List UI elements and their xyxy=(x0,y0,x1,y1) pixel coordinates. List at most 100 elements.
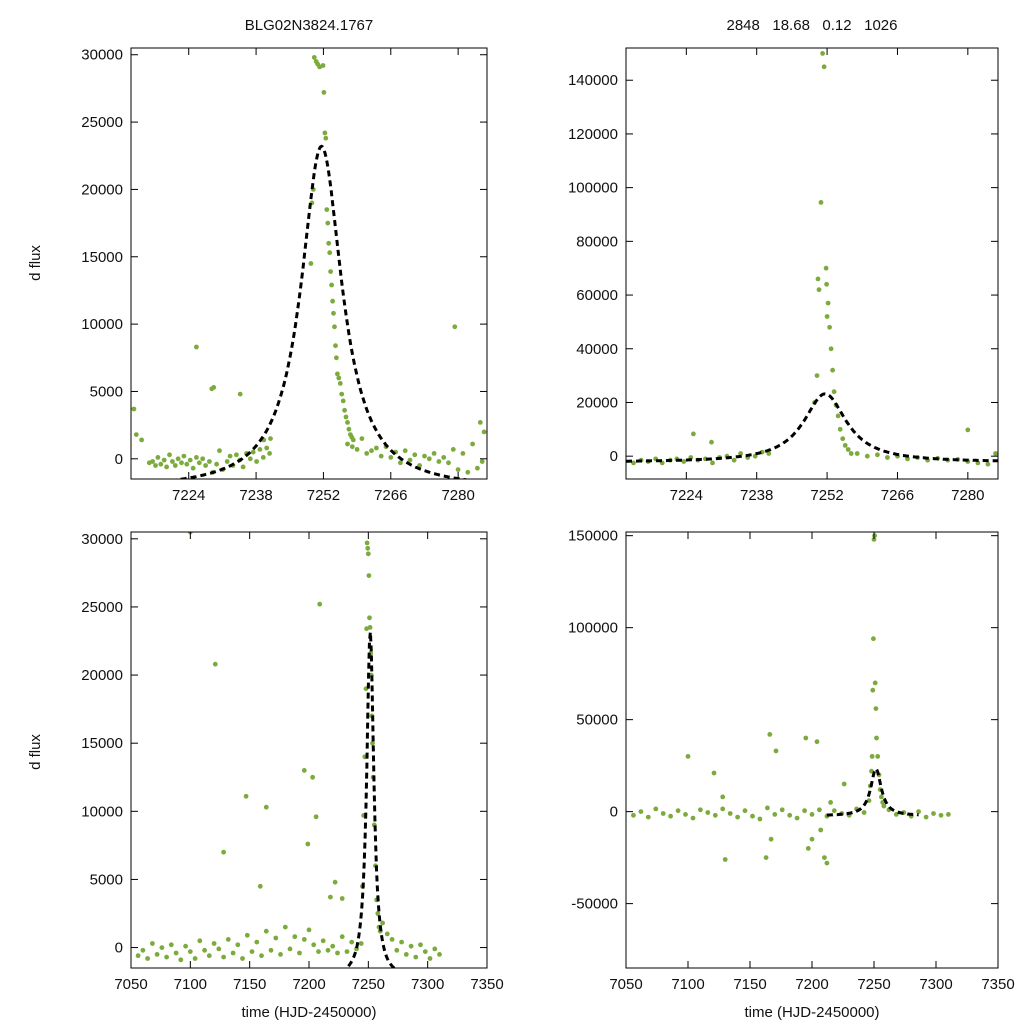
y-tick-label: 15000 xyxy=(81,735,123,752)
data-point xyxy=(375,911,381,916)
data-point xyxy=(403,952,409,957)
data-point xyxy=(336,375,342,381)
data-point xyxy=(985,461,991,467)
x-tick-label: 7200 xyxy=(292,976,325,993)
model-curve xyxy=(170,144,472,479)
data-point xyxy=(325,947,331,953)
y-tick-label: 30000 xyxy=(81,531,123,548)
data-point xyxy=(323,135,329,141)
data-point xyxy=(206,953,212,959)
data-point xyxy=(327,250,333,256)
y-tick-label: 60000 xyxy=(576,287,618,304)
data-point xyxy=(394,947,400,953)
data-point xyxy=(821,64,827,70)
data-point xyxy=(170,459,175,464)
data-point xyxy=(631,812,636,818)
data-point xyxy=(364,540,370,546)
x-tick-label: 7150 xyxy=(733,976,766,993)
data-point xyxy=(470,441,475,447)
data-point xyxy=(133,432,139,437)
data-point xyxy=(823,265,829,271)
data-point xyxy=(173,950,179,956)
y-tick-label: 140000 xyxy=(568,72,618,89)
x-tick-label: 7224 xyxy=(172,487,205,504)
data-point xyxy=(331,310,336,316)
data-point xyxy=(412,452,418,458)
data-point xyxy=(766,451,772,456)
data-point xyxy=(140,947,146,953)
data-point xyxy=(216,946,222,952)
data-point xyxy=(337,381,343,386)
data-point xyxy=(145,956,151,961)
data-point xyxy=(835,413,841,419)
data-point xyxy=(653,806,659,812)
data-point xyxy=(202,947,208,953)
data-point xyxy=(349,444,355,450)
data-point xyxy=(408,943,414,949)
data-point xyxy=(150,941,155,946)
x-tick-label: 7200 xyxy=(795,976,828,993)
data-point xyxy=(207,459,212,464)
x-tick-label: 7266 xyxy=(881,487,914,504)
data-point xyxy=(872,680,878,686)
data-point xyxy=(339,934,345,940)
data-point xyxy=(369,448,374,454)
data-point xyxy=(389,937,395,942)
y-axis-label-top-left: d flux xyxy=(27,245,44,281)
data-point xyxy=(691,431,696,437)
data-point xyxy=(135,953,141,959)
data-point xyxy=(268,947,274,953)
data-point xyxy=(339,896,345,901)
data-point xyxy=(805,846,811,851)
data-point xyxy=(827,324,832,330)
data-point xyxy=(446,460,451,466)
x-tick-label: 7280 xyxy=(951,487,984,504)
data-point xyxy=(164,954,170,960)
data-point xyxy=(155,455,161,460)
data-point xyxy=(816,287,822,293)
data-point xyxy=(946,812,951,817)
data-point xyxy=(263,928,269,934)
data-point xyxy=(221,954,227,960)
data-point xyxy=(235,942,241,948)
data-point xyxy=(342,407,347,413)
data-point xyxy=(196,460,202,466)
data-point xyxy=(436,459,442,464)
data-point xyxy=(154,952,160,957)
data-point xyxy=(818,200,824,205)
data-point xyxy=(187,457,193,463)
data-point xyxy=(426,456,432,462)
x-tick-label: 7300 xyxy=(919,976,952,993)
data-point xyxy=(407,457,413,463)
x-axis-label-bottom-left: time (HJD-2450000) xyxy=(241,1004,376,1021)
data-point xyxy=(184,461,190,467)
data-point xyxy=(398,460,403,466)
series-peak xyxy=(866,533,887,809)
data-point xyxy=(212,661,218,667)
data-point xyxy=(320,938,326,944)
data-point xyxy=(172,463,178,468)
data-point xyxy=(161,457,167,463)
data-point xyxy=(824,860,830,866)
data-point xyxy=(481,429,487,435)
data-point xyxy=(802,808,807,814)
data-point xyxy=(197,938,203,944)
data-point xyxy=(268,436,273,441)
plot-area-bottom-right xyxy=(631,533,951,866)
plot-top-right: 0 20000 40000 60000 80000 100000 120000 140000 7… xyxy=(568,47,999,504)
y-axis-label-bottom-left: d flux xyxy=(27,734,44,770)
data-point xyxy=(178,957,184,963)
data-point xyxy=(354,447,360,452)
data-point xyxy=(322,130,328,136)
data-point xyxy=(378,453,384,459)
data-point xyxy=(645,814,651,820)
panel-top-right: 2848 18.68 0.12 1026 xyxy=(727,17,898,34)
x-tick-label: 7100 xyxy=(174,976,207,993)
panel-title-top-right: 2848 18.68 0.12 1026 xyxy=(727,17,898,34)
data-point xyxy=(879,794,884,800)
data-point xyxy=(854,451,860,456)
data-point xyxy=(871,537,877,542)
data-point xyxy=(343,414,349,420)
data-point xyxy=(306,927,312,933)
